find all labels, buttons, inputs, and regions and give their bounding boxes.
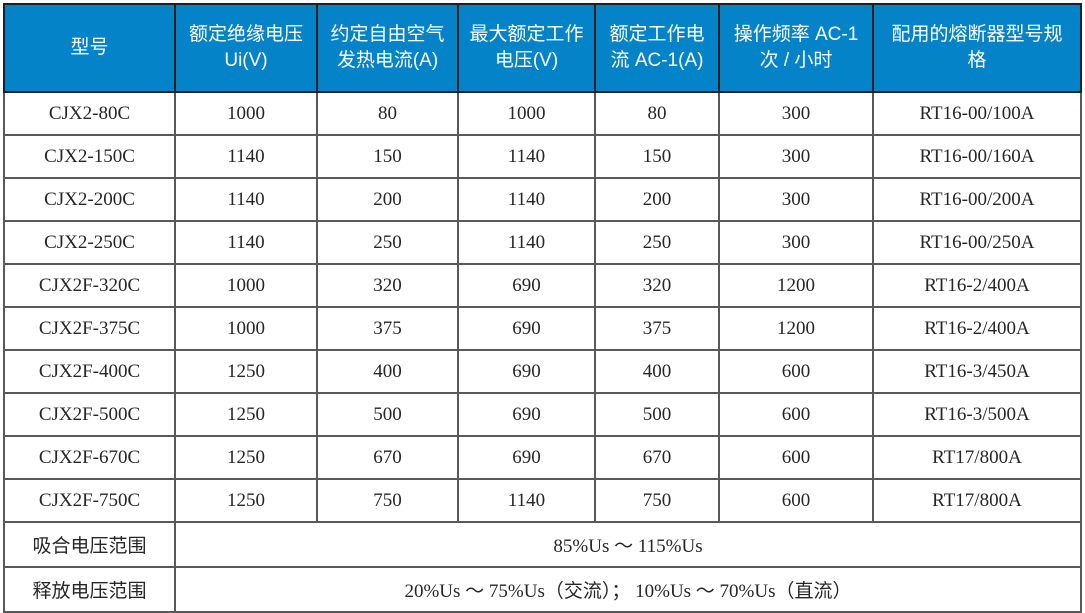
value-cell: RT16-00/250A <box>872 220 1082 265</box>
value-cell: 1250 <box>174 349 318 394</box>
table-body: CJX2-80C 1000 80 1000 80 300 RT16-00/100A CJX2-… <box>3 91 1082 613</box>
model-cell: CJX2F-400C <box>3 349 176 394</box>
value-cell: 320 <box>594 263 720 308</box>
model-cell: CJX2F-320C <box>3 263 176 308</box>
value-cell: 670 <box>316 435 459 480</box>
value-cell: 1140 <box>457 134 596 179</box>
value-cell: 1000 <box>174 306 318 351</box>
table-row: CJX2-80C 1000 80 1000 80 300 RT16-00/100A <box>3 91 1082 136</box>
footer-row: 释放电压范围 20%Us ～ 75%Us（交流）； 10%Us ～ 70%Us（直… <box>3 566 1082 613</box>
value-cell: 600 <box>718 392 874 437</box>
value-cell: 400 <box>594 349 720 394</box>
column-header-1: 额定绝缘电压 Ui(V) <box>174 3 318 93</box>
column-header-4: 额定工作电流 AC-1(A) <box>594 3 720 93</box>
value-cell: 1200 <box>718 306 874 351</box>
value-cell: 690 <box>457 306 596 351</box>
value-cell: RT16-00/100A <box>872 91 1082 136</box>
value-cell: 750 <box>316 478 459 523</box>
value-cell: RT16-3/450A <box>872 349 1082 394</box>
column-header-0: 型号 <box>3 3 176 93</box>
footer-row: 吸合电压范围 85%Us ～ 115%Us <box>3 521 1082 568</box>
column-header-2: 约定自由空气发热电流(A) <box>316 3 459 93</box>
value-cell: 600 <box>718 349 874 394</box>
value-cell: RT17/800A <box>872 478 1082 523</box>
table-row: CJX2F-670C 1250 670 690 670 600 RT17/800A <box>3 435 1082 480</box>
model-cell: CJX2-250C <box>3 220 176 265</box>
value-cell: 320 <box>316 263 459 308</box>
table-row: CJX2F-375C 1000 375 690 375 1200 RT16-2/400A <box>3 306 1082 351</box>
column-header-3: 最大额定工作电压(V) <box>457 3 596 93</box>
model-cell: CJX2-150C <box>3 134 176 179</box>
column-header-5: 操作频率 AC-1 次 / 小时 <box>718 3 874 93</box>
value-cell: 150 <box>594 134 720 179</box>
value-cell: 1140 <box>174 220 318 265</box>
table-row: CJX2F-320C 1000 320 690 320 1200 RT16-2/400A <box>3 263 1082 308</box>
value-cell: 690 <box>457 392 596 437</box>
table-row: CJX2-150C 1140 150 1140 150 300 RT16-00/160A <box>3 134 1082 179</box>
table-row: CJX2-200C 1140 200 1140 200 300 RT16-00/200A <box>3 177 1082 222</box>
model-cell: CJX2F-670C <box>3 435 176 480</box>
value-cell: RT16-2/400A <box>872 306 1082 351</box>
model-cell: CJX2F-750C <box>3 478 176 523</box>
table-row: CJX2F-500C 1250 500 690 500 600 RT16-3/500A <box>3 392 1082 437</box>
value-cell: 150 <box>316 134 459 179</box>
value-cell: 1140 <box>457 177 596 222</box>
table-row: CJX2F-750C 1250 750 1140 750 600 RT17/800A <box>3 478 1082 523</box>
value-cell: 300 <box>718 91 874 136</box>
value-cell: 1000 <box>174 263 318 308</box>
value-cell: 1140 <box>174 134 318 179</box>
footer-value: 85%Us ～ 115%Us <box>174 521 1082 568</box>
value-cell: 600 <box>718 478 874 523</box>
table-row: CJX2F-400C 1250 400 690 400 600 RT16-3/450A <box>3 349 1082 394</box>
value-cell: RT16-00/200A <box>872 177 1082 222</box>
footer-label: 释放电压范围 <box>3 566 176 613</box>
value-cell: 1200 <box>718 263 874 308</box>
value-cell: 1250 <box>174 478 318 523</box>
value-cell: RT16-00/160A <box>872 134 1082 179</box>
value-cell: 1000 <box>457 91 596 136</box>
value-cell: 1140 <box>174 177 318 222</box>
value-cell: 1250 <box>174 435 318 480</box>
value-cell: 690 <box>457 349 596 394</box>
model-cell: CJX2-80C <box>3 91 176 136</box>
model-cell: CJX2F-375C <box>3 306 176 351</box>
value-cell: 1250 <box>174 392 318 437</box>
value-cell: 250 <box>316 220 459 265</box>
value-cell: RT16-2/400A <box>872 263 1082 308</box>
value-cell: 300 <box>718 220 874 265</box>
table-row: CJX2-250C 1140 250 1140 250 300 RT16-00/250A <box>3 220 1082 265</box>
value-cell: 300 <box>718 134 874 179</box>
footer-label: 吸合电压范围 <box>3 521 176 568</box>
value-cell: RT16-3/500A <box>872 392 1082 437</box>
model-cell: CJX2-200C <box>3 177 176 222</box>
model-cell: CJX2F-500C <box>3 392 176 437</box>
value-cell: 750 <box>594 478 720 523</box>
value-cell: 670 <box>594 435 720 480</box>
value-cell: 690 <box>457 263 596 308</box>
value-cell: 375 <box>594 306 720 351</box>
value-cell: 500 <box>594 392 720 437</box>
value-cell: 80 <box>594 91 720 136</box>
value-cell: 1000 <box>174 91 318 136</box>
value-cell: 375 <box>316 306 459 351</box>
value-cell: 300 <box>718 177 874 222</box>
value-cell: 200 <box>316 177 459 222</box>
value-cell: 690 <box>457 435 596 480</box>
value-cell: RT17/800A <box>872 435 1082 480</box>
contactor-spec-table: 型号 额定绝缘电压 Ui(V) 约定自由空气发热电流(A) 最大额定工作电压(V) 额定… <box>3 3 1082 613</box>
column-header-6: 配用的熔断器型号规格 <box>872 3 1082 93</box>
footer-value: 20%Us ～ 75%Us（交流）； 10%Us ～ 70%Us（直流） <box>174 566 1082 613</box>
header-row: 型号 额定绝缘电压 Ui(V) 约定自由空气发热电流(A) 最大额定工作电压(V) 额定… <box>3 3 1082 93</box>
value-cell: 1140 <box>457 478 596 523</box>
value-cell: 250 <box>594 220 720 265</box>
value-cell: 1140 <box>457 220 596 265</box>
value-cell: 500 <box>316 392 459 437</box>
value-cell: 400 <box>316 349 459 394</box>
table-header: 型号 额定绝缘电压 Ui(V) 约定自由空气发热电流(A) 最大额定工作电压(V) 额定… <box>3 3 1082 93</box>
value-cell: 600 <box>718 435 874 480</box>
value-cell: 80 <box>316 91 459 136</box>
value-cell: 200 <box>594 177 720 222</box>
